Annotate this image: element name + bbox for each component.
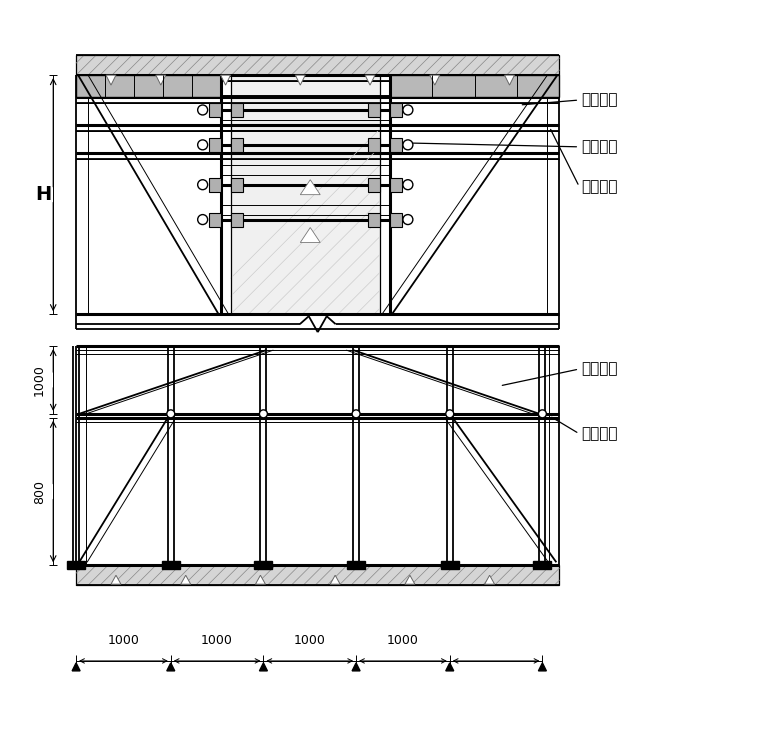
Text: 支撑垫板: 支撑垫板 [581,426,618,441]
Polygon shape [156,75,166,85]
Polygon shape [446,663,454,671]
Circle shape [403,105,413,115]
Bar [255,561,272,569]
Text: 1000: 1000 [107,634,139,647]
Circle shape [403,180,413,190]
Polygon shape [166,663,175,671]
Bar [441,561,459,569]
Circle shape [446,410,454,418]
Bar [209,213,220,226]
Bar [209,178,220,192]
Text: 1000: 1000 [294,634,326,647]
Text: H: H [35,185,52,204]
Polygon shape [330,575,340,584]
Text: 800: 800 [33,480,46,504]
Circle shape [166,410,175,418]
Circle shape [538,410,546,418]
Polygon shape [220,75,230,85]
Bar [390,138,402,152]
Bar [230,138,242,152]
Polygon shape [300,180,320,195]
Bar [390,103,402,117]
Circle shape [198,105,207,115]
Bar [368,138,380,152]
Bar [162,561,179,569]
Circle shape [352,410,360,418]
Bar [76,565,559,586]
Bar [347,561,365,569]
Circle shape [403,214,413,225]
Bar [368,213,380,226]
Text: 1000: 1000 [387,634,419,647]
Text: 框梁斜撑: 框梁斜撑 [581,92,618,108]
Bar [390,75,559,97]
Polygon shape [181,575,191,584]
Polygon shape [111,575,121,584]
Circle shape [198,140,207,150]
Polygon shape [430,75,440,85]
Polygon shape [405,575,415,584]
Polygon shape [259,663,268,671]
Polygon shape [72,663,80,671]
Polygon shape [300,228,320,243]
Polygon shape [106,75,116,85]
Text: 加固斜撑: 加固斜撑 [581,362,618,376]
Text: 对拉丝杆: 对拉丝杆 [581,139,618,154]
Bar [230,75,380,314]
Circle shape [403,140,413,150]
Polygon shape [296,75,306,85]
Bar [230,213,242,226]
Bar [67,561,85,569]
Text: 1000: 1000 [201,634,233,647]
Circle shape [198,214,207,225]
Text: 加固钢管: 加固钢管 [581,179,618,194]
Bar [76,55,559,75]
Polygon shape [505,75,515,85]
Polygon shape [365,75,375,85]
Bar [368,103,380,117]
Bar [534,561,551,569]
Bar [209,138,220,152]
Bar [230,103,242,117]
Polygon shape [485,575,495,584]
Circle shape [198,180,207,190]
Bar [76,75,220,97]
Circle shape [259,410,268,418]
Bar [390,178,402,192]
Bar [368,178,380,192]
Bar [209,103,220,117]
Polygon shape [538,663,546,671]
Text: 1000: 1000 [33,364,46,396]
Bar [390,213,402,226]
Polygon shape [255,575,265,584]
Polygon shape [352,663,360,671]
Bar [230,178,242,192]
